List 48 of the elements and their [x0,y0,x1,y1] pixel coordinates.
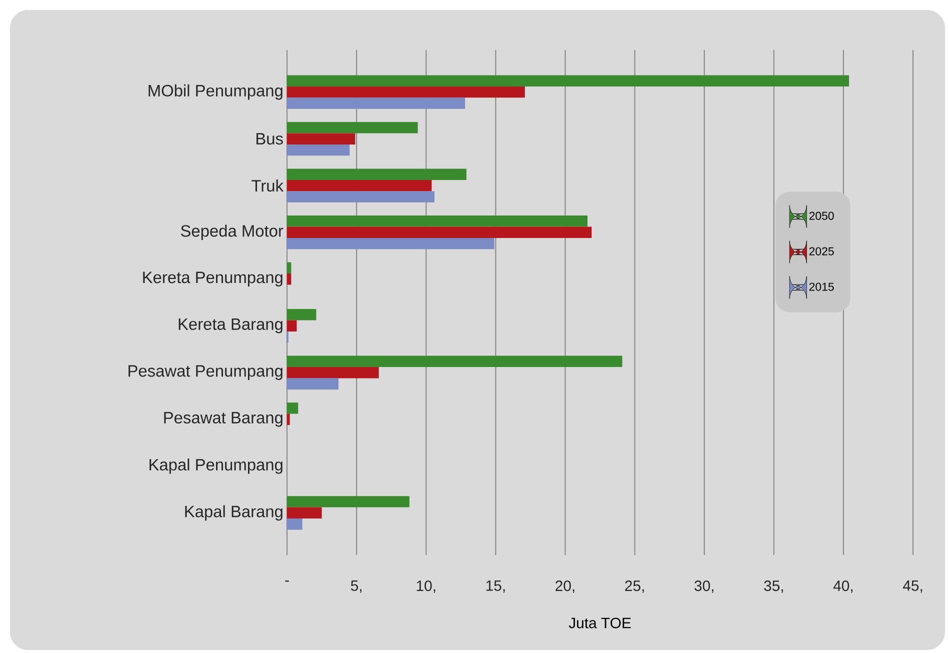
bar [287,216,588,227]
bar [287,86,525,98]
bar [287,320,297,332]
bar [287,168,466,180]
legend-label: 2015 [809,282,834,291]
bar [287,518,302,530]
y-tick-label: Bus [256,133,283,145]
x-tick-label: 15, [486,580,505,593]
bar [287,402,298,414]
x-tick-label: 30, [694,580,714,593]
y-tick-label: Kereta Barang [178,318,282,334]
y-tick-label: Kapal Barang [185,505,282,521]
x-tick-label: 40, [833,580,852,593]
y-tick-label: MObil Penumpang [148,84,282,100]
bar [287,414,290,425]
x-tick-label: 20, [556,580,574,593]
bar [287,191,434,202]
y-tick-label: Pesawat Barang [164,412,282,427]
bar [287,309,316,320]
bar [287,75,850,86]
bar [287,496,410,508]
y-tick-label: Truk [252,180,284,192]
y-tick-label: Sepeda Motor [180,224,284,240]
bar [287,378,338,390]
bar [287,274,292,285]
x-tick-label: 25, [625,580,644,593]
x-tick-label: 35, [764,580,783,593]
bar [287,133,356,144]
bar [287,98,466,109]
y-tick-label: Kapal Penumpang [150,458,282,474]
x-tick-label: 45, [902,580,922,593]
bar [287,122,418,134]
bar [287,238,494,250]
bar [287,226,592,238]
x-axis-title: Juta TOE [568,618,631,628]
y-tick-label: Kereta Penumpang [143,272,282,286]
bar [287,356,622,368]
bar [287,367,379,378]
bar [287,180,432,192]
legend-label: 2025 [809,247,834,256]
x-tick-label: - [285,580,289,582]
bar [287,262,292,274]
x-tick-label: 5, [350,580,362,593]
bar [287,507,322,519]
x-tick-label: 10, [416,580,436,593]
legend-label: 2050 [809,212,834,220]
y-tick-label: Pesawat Penumpang [128,365,282,380]
bar [287,144,350,156]
